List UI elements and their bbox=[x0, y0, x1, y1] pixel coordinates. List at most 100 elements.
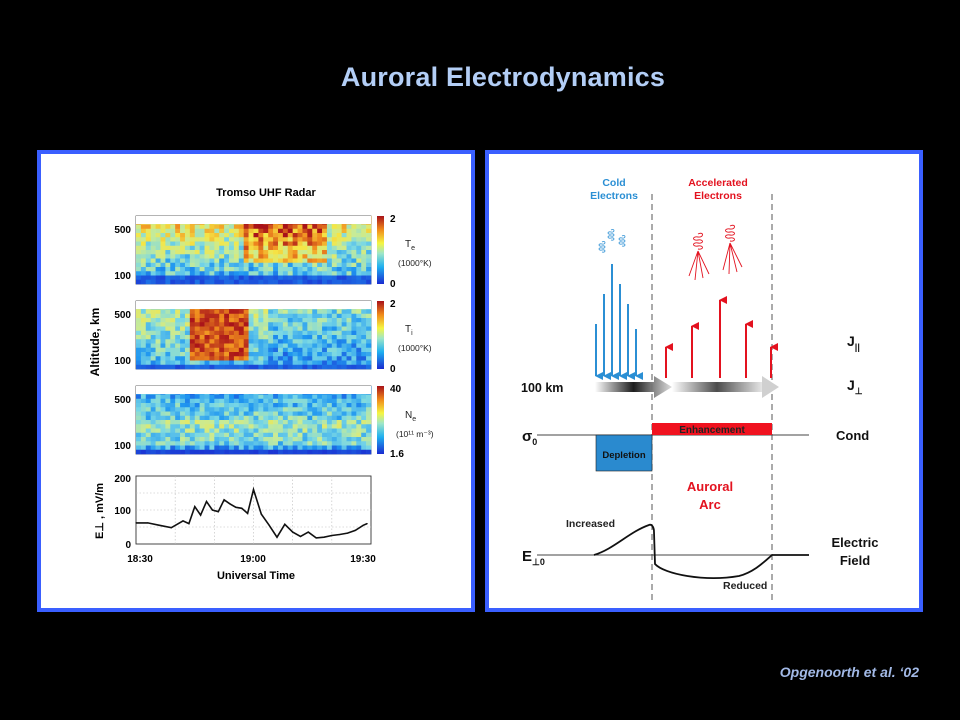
heatmap-cell bbox=[233, 424, 240, 429]
heatmap-cell bbox=[317, 352, 323, 357]
heatmap-cell bbox=[209, 432, 215, 438]
heatmap-cell bbox=[277, 398, 284, 404]
heatmap-cell bbox=[366, 330, 372, 336]
heatmap-cell bbox=[312, 254, 318, 259]
heatmap-cell bbox=[287, 228, 293, 234]
heatmap-cell bbox=[317, 347, 323, 353]
heatmap-cell bbox=[204, 309, 210, 315]
electric-field-label-1: Electric bbox=[832, 535, 879, 550]
j-perp-arrow bbox=[595, 376, 779, 398]
heatmap-cell bbox=[180, 258, 186, 264]
heatmap-cell bbox=[351, 407, 357, 412]
heatmap-cell bbox=[282, 250, 289, 255]
heatmap-cell bbox=[326, 403, 333, 408]
heatmap-cell bbox=[175, 449, 181, 455]
heatmap-cell bbox=[307, 394, 313, 400]
heatmap-cell bbox=[209, 309, 215, 315]
heatmap-cell bbox=[165, 309, 171, 315]
heatmap-cell bbox=[356, 318, 362, 323]
heatmap-cell bbox=[277, 258, 284, 264]
heatmap-cell bbox=[136, 360, 142, 366]
heatmap-cell bbox=[243, 326, 249, 332]
heatmap-cell bbox=[356, 309, 362, 315]
heatmap-cell bbox=[282, 343, 289, 349]
heatmap-cell bbox=[165, 415, 171, 421]
heatmap-cell bbox=[170, 424, 176, 429]
heatmap-cell bbox=[204, 356, 210, 361]
heatmap-cell bbox=[297, 407, 303, 412]
heatmap-cell bbox=[204, 228, 210, 234]
heatmap-cell bbox=[307, 262, 313, 268]
heatmap-cell bbox=[287, 267, 293, 272]
heatmap-cell bbox=[258, 228, 264, 234]
heatmap-cell bbox=[317, 356, 323, 361]
heatmap-cell bbox=[160, 241, 166, 247]
heatmap-cell bbox=[204, 352, 210, 357]
heatmap-cell bbox=[336, 258, 342, 264]
heatmap-cell bbox=[341, 428, 347, 434]
heatmap-cell bbox=[248, 437, 254, 442]
efield-data-point bbox=[260, 513, 262, 515]
heatmap-cell bbox=[160, 322, 166, 327]
heatmap-cell bbox=[140, 343, 147, 349]
heatmap-cell bbox=[282, 403, 289, 408]
heatmap-cell bbox=[214, 428, 220, 434]
heatmap-cell bbox=[243, 403, 249, 408]
heatmap-cell bbox=[165, 258, 171, 264]
heatmap-cell bbox=[282, 339, 289, 344]
heatmap-cell bbox=[170, 254, 176, 259]
heatmap-cell bbox=[175, 407, 181, 412]
heatmap-cell bbox=[346, 258, 352, 264]
heatmap-cell bbox=[253, 352, 259, 357]
heatmap-cell bbox=[336, 279, 342, 285]
heatmap-cell bbox=[219, 322, 225, 327]
heatmap-cell bbox=[268, 233, 274, 238]
heatmap-cell bbox=[238, 233, 245, 238]
heatmap-cell bbox=[302, 254, 308, 259]
heatmap-cell bbox=[175, 403, 181, 408]
heatmap-cell bbox=[341, 241, 347, 247]
heatmap-cell bbox=[199, 437, 205, 442]
heatmap-cell bbox=[229, 441, 235, 446]
heatmap-cell bbox=[361, 313, 367, 319]
heatmap-cell bbox=[140, 245, 147, 251]
heatmap-cell bbox=[287, 360, 293, 366]
heatmap-cell bbox=[282, 326, 289, 332]
heatmap-cell bbox=[292, 441, 298, 446]
heatmap-cell bbox=[184, 432, 191, 438]
heatmap-cell bbox=[297, 330, 303, 336]
heatmap-cell bbox=[273, 262, 279, 268]
heatmap-cell bbox=[140, 407, 147, 412]
heatmap-cell bbox=[366, 267, 372, 272]
heatmap-cell bbox=[297, 262, 303, 268]
heatmap-cell bbox=[326, 250, 333, 255]
efield-data-point bbox=[170, 527, 172, 529]
heatmap-cell bbox=[184, 262, 191, 268]
heatmap-cell bbox=[214, 394, 220, 400]
heatmap-cell bbox=[292, 403, 298, 408]
heatmap-cell bbox=[302, 224, 308, 230]
heatmap-cell bbox=[302, 233, 308, 238]
heatmap-cell bbox=[248, 224, 254, 230]
heatmap-cell bbox=[361, 254, 367, 259]
heatmap-cell bbox=[356, 411, 362, 417]
heatmap-cell bbox=[277, 403, 284, 408]
heatmap-cell bbox=[140, 228, 147, 234]
heatmap-cell bbox=[263, 432, 269, 438]
heatmap-cell bbox=[189, 309, 196, 315]
heatmap-cell bbox=[258, 245, 264, 251]
heatmap-cell bbox=[180, 267, 186, 272]
heatmap-cell bbox=[336, 343, 342, 349]
heatmap-cell bbox=[336, 318, 342, 323]
heatmap-cell bbox=[366, 343, 372, 349]
heatmap-cell bbox=[145, 432, 151, 438]
heatmap-cell bbox=[180, 445, 186, 451]
heatmap-cell bbox=[194, 254, 200, 259]
heatmap-cell bbox=[346, 228, 352, 234]
heatmap-cell bbox=[170, 352, 176, 357]
heatmap-cell bbox=[253, 441, 259, 446]
heatmap-cell bbox=[209, 326, 215, 332]
heatmap-cell bbox=[175, 343, 181, 349]
heatmap-cell bbox=[317, 318, 323, 323]
heatmap-cell bbox=[336, 233, 342, 238]
